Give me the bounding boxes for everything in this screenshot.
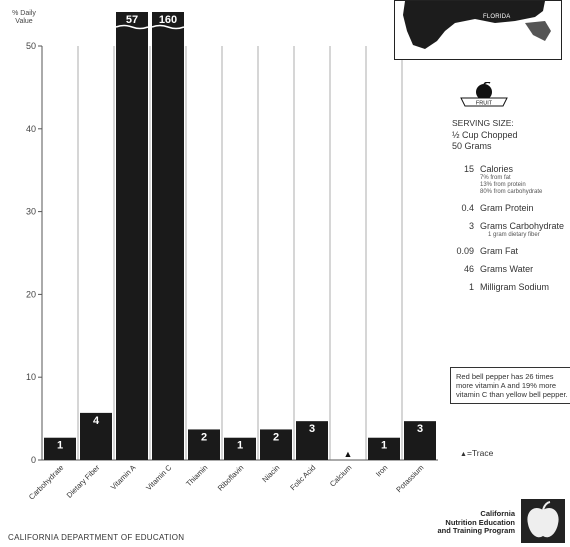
category-label: Riboflavin (216, 463, 246, 493)
sodium-value: 1 (468, 282, 474, 292)
fruit-badge-icon: FRUIT (460, 82, 508, 107)
y-tick-label: 10 (26, 372, 36, 382)
program-line-1: California (480, 509, 515, 518)
category-label: Niacin (260, 463, 281, 484)
protein-label: Gram Protein (480, 203, 534, 213)
program-line-3: and Training Program (437, 526, 515, 535)
department-name: CALIFORNIA DEPARTMENT OF EDUCATION (8, 533, 185, 542)
carbs-fiber: 1 gram dietary fiber (488, 232, 540, 238)
bar (80, 412, 112, 460)
carbs-value: 3 (468, 221, 474, 231)
bar-value-label: ▲ (344, 449, 353, 459)
category-label: Vitamin C (144, 463, 174, 493)
map-icon (403, 1, 551, 49)
category-label: Calcium (328, 463, 354, 489)
water-label: Grams Water (480, 264, 534, 274)
category-label: Dietary Fiber (65, 463, 102, 500)
nutrition-panel: SERVING SIZE: ½ Cup Chopped 50 Grams 15 C… (452, 118, 570, 293)
fruit-badge-label: FRUIT (476, 101, 493, 107)
trace-legend-mark: ▲ (460, 451, 467, 458)
sodium-label: Milligram Sodium (480, 282, 550, 292)
axis-break-mark (115, 24, 149, 30)
category-label: Potassium (394, 463, 425, 494)
program-line-2: Nutrition Education (445, 517, 515, 527)
protein-value: 0.4 (461, 203, 474, 213)
bar-value-label: 2 (273, 431, 279, 443)
trace-legend: ▲=Trace (460, 448, 493, 458)
bar-value-label: 4 (93, 415, 100, 427)
category-label: Carbohydrate (27, 463, 66, 502)
bar-value-label: 57 (126, 14, 138, 26)
y-tick-label: 30 (26, 207, 36, 217)
trace-legend-label: =Trace (466, 448, 494, 458)
bar-value-label: 1 (381, 440, 387, 452)
fat-label: Gram Fat (480, 246, 519, 256)
bar-value-label: 3 (309, 423, 315, 435)
serving-line-1: ½ Cup Chopped (452, 130, 518, 140)
category-label: Thiamin (184, 463, 209, 488)
bar (368, 437, 400, 460)
calories-label: Calories (480, 164, 514, 174)
calories-carbohydrate: 80% from carbohydrate (480, 189, 543, 195)
bar (116, 12, 148, 460)
bar-value-label: 2 (201, 431, 207, 443)
bar-value-label: 160 (159, 14, 177, 26)
bar (296, 421, 328, 460)
serving-title: SERVING SIZE: (452, 118, 514, 128)
axis-break-mark (151, 24, 185, 30)
apple-logo-icon (521, 499, 565, 543)
category-label: Folic Acid (288, 463, 317, 492)
map-label: FLORIDA (483, 14, 511, 20)
calories-fat: 7% from fat (480, 175, 511, 181)
y-tick-label: 20 (26, 289, 36, 299)
bar (260, 429, 292, 460)
state-map: FLORIDA (394, 0, 562, 60)
bar (152, 12, 184, 460)
serving-line-2: 50 Grams (452, 141, 492, 151)
fat-value: 0.09 (456, 246, 474, 256)
bar (224, 437, 256, 460)
y-tick-label: 40 (26, 124, 36, 134)
program-name: California Nutrition Education and Train… (411, 509, 515, 536)
bar-value-label: 3 (417, 423, 423, 435)
water-value: 46 (463, 264, 474, 274)
y-tick-label: 50 (26, 41, 36, 51)
category-label: Iron (374, 463, 390, 479)
y-axis-label: % Daily Value (12, 10, 36, 25)
bar (44, 437, 76, 460)
category-label: Vitamin A (109, 463, 138, 492)
y-tick-label: 0 (31, 455, 36, 465)
calories-value: 15 (463, 164, 474, 174)
calories-protein: 13% from protein (480, 182, 526, 188)
carbs-label: Grams Carbohydrate (480, 221, 565, 231)
bar-value-label: 1 (57, 440, 63, 452)
bar (404, 421, 436, 460)
comparison-note: Red bell pepper has 26 times more vitami… (450, 367, 570, 404)
bar (188, 429, 220, 460)
bar-value-label: 1 (237, 440, 243, 452)
